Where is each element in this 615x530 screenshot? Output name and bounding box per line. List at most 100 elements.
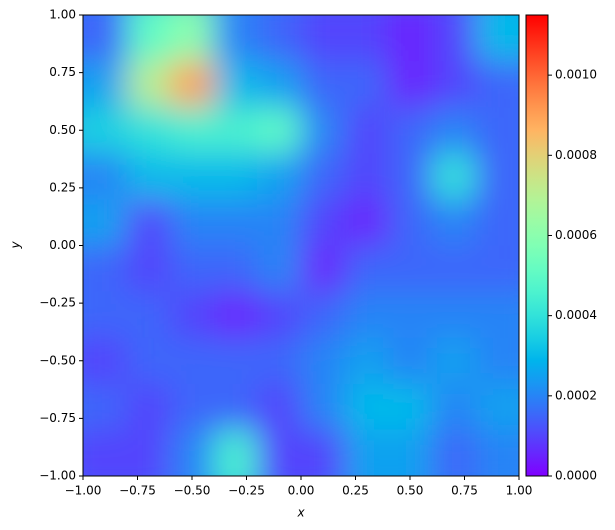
colorbar-tick-label: 0.0008 xyxy=(555,148,597,162)
heatmap-cell xyxy=(475,15,519,62)
y-tick-label: −0.75 xyxy=(39,411,76,425)
heatmap-cell xyxy=(344,291,389,339)
heatmap-cell xyxy=(170,291,215,339)
heatmap-cell xyxy=(213,337,258,385)
heatmap-cell xyxy=(344,199,389,246)
heatmap-cell xyxy=(83,153,128,200)
heatmap-cell xyxy=(257,337,302,385)
x-tick-label: 0.50 xyxy=(397,484,424,498)
heatmap-cell xyxy=(83,15,128,62)
heatmap-cell xyxy=(213,199,258,246)
heatmap-cell xyxy=(475,153,519,200)
heatmap-cell xyxy=(83,383,128,431)
heatmap-cell xyxy=(83,107,128,154)
y-tick-label: −0.25 xyxy=(39,296,76,310)
heatmap-cell xyxy=(431,383,476,431)
x-tick-label: 0.00 xyxy=(288,484,315,498)
heatmap-cell xyxy=(475,383,519,431)
heatmap-cell xyxy=(475,199,519,246)
heatmap-cell xyxy=(83,337,128,385)
heatmap-cell xyxy=(83,291,128,339)
heatmap-cell xyxy=(170,15,215,62)
y-tick-label: −1.00 xyxy=(39,469,76,483)
y-tick-label: 0.25 xyxy=(49,180,76,194)
heatmap-cell xyxy=(126,337,171,385)
heatmap-cell xyxy=(126,107,171,154)
heatmap-cell xyxy=(431,199,476,246)
colorbar-tick-label: 0.0006 xyxy=(555,228,597,242)
heatmap-cell xyxy=(301,15,346,62)
heatmap-cell xyxy=(257,429,302,476)
x-tick-label: 0.25 xyxy=(342,484,369,498)
heatmap-cell xyxy=(301,291,346,339)
heatmap-cell xyxy=(388,245,433,293)
heatmap-cell xyxy=(83,199,128,246)
heatmap-cell xyxy=(431,153,476,200)
heatmap-cell xyxy=(213,153,258,200)
heatmap-cell xyxy=(344,153,389,200)
heatmap-cell xyxy=(301,429,346,476)
heatmap-cell xyxy=(170,429,215,476)
heatmap xyxy=(83,15,519,476)
heatmap-cell xyxy=(213,61,258,108)
heatmap-cell xyxy=(213,245,258,293)
heatmap-cell xyxy=(257,383,302,431)
x-tick-label: −0.25 xyxy=(228,484,265,498)
heatmap-cell xyxy=(301,199,346,246)
colorbar-tick-label: 0.0004 xyxy=(555,308,597,322)
heatmap-cell xyxy=(301,245,346,293)
x-axis-label: x xyxy=(296,506,305,520)
heatmap-cell xyxy=(301,337,346,385)
colorbar-tick-label: 0.0000 xyxy=(555,469,597,483)
colorbar xyxy=(525,14,549,477)
y-tick-label: −0.50 xyxy=(39,353,76,367)
heatmap-cell xyxy=(475,291,519,339)
heatmap-cell xyxy=(213,429,258,476)
heatmap-cell xyxy=(257,107,302,154)
x-tick-label: −0.75 xyxy=(119,484,156,498)
heatmap-cell xyxy=(170,199,215,246)
y-tick-label: 0.50 xyxy=(49,123,76,137)
heatmap-cell xyxy=(431,429,476,476)
heatmap-cell xyxy=(257,291,302,339)
heatmap-cell xyxy=(431,337,476,385)
heatmap-cell xyxy=(126,245,171,293)
heatmap-cell xyxy=(388,337,433,385)
heatmap-cell xyxy=(344,429,389,476)
heatmap-cell xyxy=(344,107,389,154)
heatmap-cell xyxy=(170,107,215,154)
heatmap-cell xyxy=(475,245,519,293)
heatmap-cell xyxy=(257,61,302,108)
x-tick-label: 1.00 xyxy=(506,484,533,498)
y-tick-label: 0.75 xyxy=(49,65,76,79)
heatmap-cell xyxy=(431,107,476,154)
plot-area xyxy=(83,15,519,476)
heatmap-cell xyxy=(213,15,258,62)
y-tick-label: 0.00 xyxy=(49,238,76,252)
colorbar-tick-label: 0.0010 xyxy=(555,68,597,82)
heatmap-cell xyxy=(83,245,128,293)
colorbar-tick-label: 0.0002 xyxy=(555,388,597,402)
heatmap-cell xyxy=(475,107,519,154)
heatmap-cell xyxy=(388,107,433,154)
heatmap-cell xyxy=(388,153,433,200)
x-tick-label: −1.00 xyxy=(65,484,102,498)
heatmap-cell xyxy=(431,15,476,62)
heatmap-cell xyxy=(170,61,215,108)
heatmap-cell xyxy=(388,291,433,339)
heatmap-cell xyxy=(475,429,519,476)
heatmap-cell xyxy=(257,245,302,293)
heatmap-cell xyxy=(431,245,476,293)
heatmap-cell xyxy=(126,61,171,108)
heatmap-cell xyxy=(126,153,171,200)
heatmap-cell xyxy=(257,15,302,62)
y-tick-label: 1.00 xyxy=(49,8,76,22)
heatmap-cell xyxy=(170,153,215,200)
heatmap-cell xyxy=(126,199,171,246)
y-axis-label: y xyxy=(9,241,23,250)
x-tick-label: −0.50 xyxy=(174,484,211,498)
heatmap-cell xyxy=(388,199,433,246)
heatmap-cell xyxy=(257,153,302,200)
heatmap-cell xyxy=(344,15,389,62)
